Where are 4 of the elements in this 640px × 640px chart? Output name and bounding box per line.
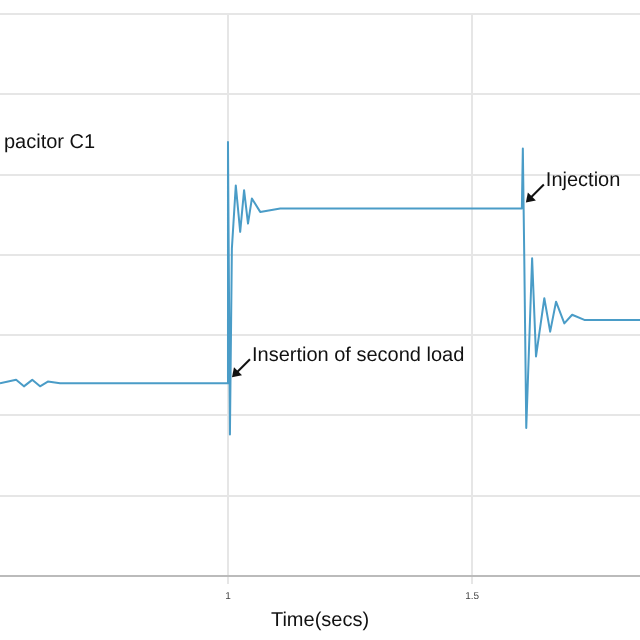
annotation: Injection [545, 169, 621, 192]
annotation: Insertion of second load [251, 344, 465, 367]
x-axis-title: Time(secs) [270, 609, 370, 632]
annotation: pacitor C1 [4, 131, 97, 154]
